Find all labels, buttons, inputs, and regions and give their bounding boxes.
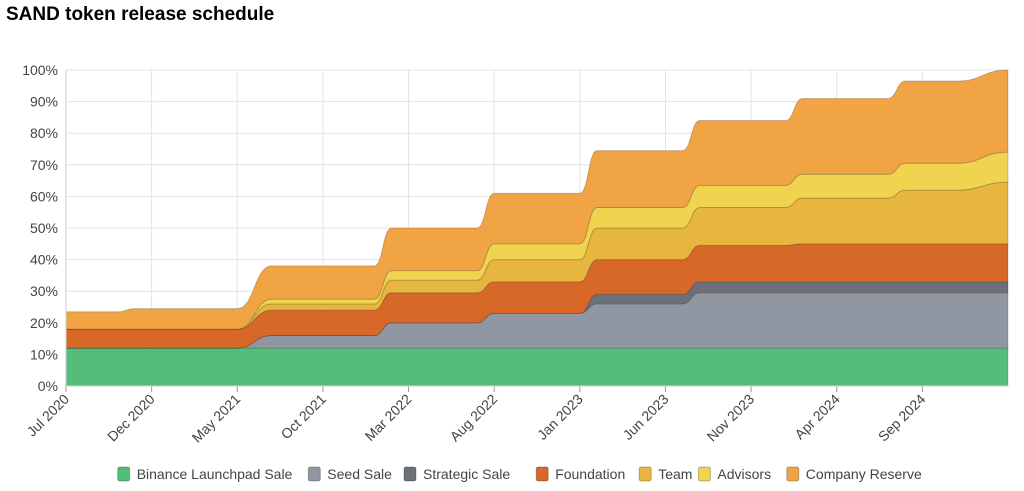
legend-label: Seed Sale: [327, 466, 392, 482]
legend-item-strategic-sale[interactable]: Strategic Sale: [403, 466, 510, 482]
x-tick-label: Jan 2023: [534, 391, 586, 443]
legend-swatch: [638, 466, 652, 482]
y-tick-label: 60%: [30, 188, 58, 204]
legend-item-foundation[interactable]: Foundation: [535, 466, 625, 482]
x-tick-label: Nov 2023: [704, 391, 758, 445]
legend-item-company-reserve[interactable]: Company Reserve: [786, 466, 922, 482]
y-tick-label: 90%: [30, 94, 58, 110]
legend-item-binance-launchpad-sale[interactable]: Binance Launchpad Sale: [117, 466, 293, 482]
x-tick-label: Oct 2021: [278, 391, 330, 443]
legend-label: Company Reserve: [806, 466, 922, 482]
legend-item-advisors[interactable]: Advisors: [697, 466, 771, 482]
x-tick-label: Sep 2024: [875, 391, 929, 445]
legend-label: Foundation: [555, 466, 625, 482]
legend-swatch: [786, 466, 800, 482]
x-tick-label: Jun 2023: [620, 391, 672, 443]
legend-swatch: [535, 466, 549, 482]
y-tick-label: 70%: [30, 157, 58, 173]
area-company-reserve[interactable]: [65, 69, 1009, 330]
y-tick-label: 50%: [30, 220, 58, 236]
y-tick-label: 40%: [30, 252, 58, 268]
legend: Binance Launchpad Sale Seed Sale Strategic…: [117, 466, 922, 482]
legend-label: Strategic Sale: [423, 466, 510, 482]
y-tick-label: 100%: [22, 62, 58, 78]
x-tick-label: Aug 2022: [447, 391, 501, 445]
chart-title: SAND token release schedule: [6, 4, 275, 25]
legend-label: Binance Launchpad Sale: [137, 466, 293, 482]
y-tick-label: 30%: [30, 283, 58, 299]
legend-item-seed-sale[interactable]: Seed Sale: [307, 466, 392, 482]
legend-swatch: [697, 466, 711, 482]
legend-swatch: [117, 466, 131, 482]
y-tick-label: 80%: [30, 125, 58, 141]
x-tick-label: Mar 2022: [362, 391, 415, 444]
y-tick-label: 20%: [30, 315, 58, 331]
x-tick-label: May 2021: [189, 391, 244, 446]
y-tick-label: 0%: [38, 378, 58, 394]
legend-item-team[interactable]: Team: [638, 466, 692, 482]
legend-swatch: [403, 466, 417, 482]
y-tick-label: 10%: [30, 346, 58, 362]
x-tick-label: Jul 2020: [23, 391, 72, 440]
x-tick-label: Dec 2020: [104, 391, 158, 445]
legend-swatch: [307, 466, 321, 482]
legend-label: Advisors: [717, 466, 771, 482]
legend-label: Team: [658, 466, 692, 482]
x-tick-label: Apr 2024: [791, 391, 843, 443]
area-binance-launchpad-sale[interactable]: [65, 347, 1009, 387]
area-series: [65, 69, 1009, 387]
